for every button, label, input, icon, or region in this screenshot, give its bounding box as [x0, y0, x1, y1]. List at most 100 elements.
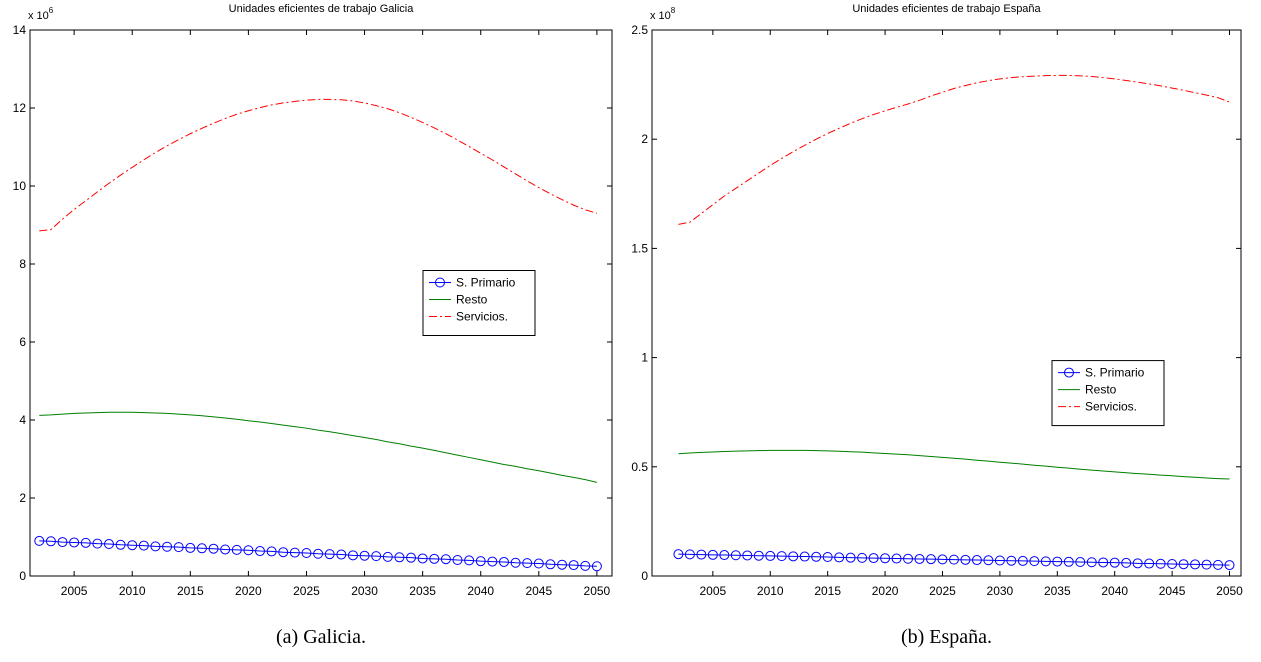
x-tick-label: 2025 — [293, 584, 320, 598]
series-marker — [799, 551, 810, 562]
series-marker — [788, 551, 799, 562]
series-marker — [926, 554, 936, 565]
series-marker — [914, 553, 925, 564]
x-tick-label: 2020 — [872, 584, 899, 598]
y-tick-label: 10 — [13, 179, 27, 193]
y-tick-label: 2 — [19, 491, 26, 505]
y-tick-label: 1 — [641, 351, 648, 365]
chart-title: Unidades eficientes de trabajo España — [852, 3, 1041, 15]
series-marker — [57, 537, 68, 548]
series-marker — [301, 547, 312, 558]
series-marker — [243, 545, 254, 556]
legend-label: Servicios. — [456, 310, 508, 324]
series-marker — [1052, 556, 1063, 567]
caption: (b) España. — [901, 626, 992, 648]
y-tick-label: 6 — [19, 335, 26, 349]
series-marker — [1017, 555, 1028, 566]
y-tick-label: 0 — [641, 569, 648, 583]
series-marker — [707, 549, 718, 560]
series-marker — [289, 547, 300, 558]
series-marker — [730, 550, 741, 561]
series-marker — [394, 552, 405, 563]
series-marker — [162, 541, 173, 552]
series-marker — [208, 543, 219, 554]
series-marker — [138, 540, 149, 551]
series-marker — [1075, 557, 1086, 568]
x-tick-label: 2015 — [814, 584, 841, 598]
series-marker — [673, 549, 684, 560]
series-marker — [903, 553, 914, 564]
series-marker — [960, 554, 971, 565]
series-marker — [371, 551, 382, 562]
series-marker — [475, 556, 486, 567]
series-marker — [557, 559, 568, 570]
series-marker — [266, 546, 277, 557]
series-marker — [150, 541, 161, 552]
series-marker — [753, 550, 764, 561]
series-marker — [34, 535, 45, 546]
y-tick-label: 2.5 — [631, 23, 648, 37]
chart: Unidades eficientes de trabajo España x 1… — [631, 3, 1243, 648]
series-marker — [359, 550, 370, 561]
x-tick-label: 2010 — [757, 584, 784, 598]
y-tick-label: 0.5 — [631, 460, 648, 474]
caption: (a) Galicia. — [276, 626, 366, 648]
series-marker — [127, 540, 138, 551]
series-marker — [1167, 558, 1178, 569]
legend-marker — [435, 277, 445, 288]
series-marker — [417, 553, 428, 564]
x-tick-label: 2010 — [119, 584, 146, 598]
scale-exponent: 6 — [49, 6, 54, 15]
series-marker — [580, 560, 591, 571]
series-marker — [313, 548, 324, 559]
series-marker — [1121, 557, 1132, 568]
y-tick-label: 2 — [641, 132, 648, 146]
series-marker — [880, 553, 891, 564]
series-marker — [231, 544, 242, 555]
series-marker — [406, 552, 417, 563]
series-marker — [69, 537, 80, 548]
legend-marker — [1064, 367, 1074, 378]
scale-base: x 10 — [28, 10, 49, 22]
x-tick-label: 2050 — [1216, 584, 1243, 598]
y-tick-label: 4 — [19, 413, 26, 427]
series-marker — [994, 555, 1005, 566]
series-marker — [45, 536, 56, 547]
y-tick-label: 1.5 — [631, 241, 648, 255]
x-tick-label: 2015 — [177, 584, 204, 598]
legend-label: Resto — [1085, 383, 1117, 397]
scale-label: x 106 — [28, 6, 54, 22]
legend: S. Primario Resto Servicios. — [422, 270, 536, 336]
chart-title: Unidades eficientes de trabajo Galicia — [229, 3, 415, 15]
series-marker — [185, 542, 196, 553]
chart: Unidades eficientes de trabajo Galicia x … — [13, 3, 613, 648]
y-tick-label: 8 — [19, 257, 26, 271]
series-marker — [464, 555, 475, 566]
series-marker — [498, 556, 509, 567]
scale-base: x 10 — [650, 10, 671, 22]
series-marker — [1190, 559, 1201, 570]
series-marker — [776, 551, 787, 562]
series-marker — [1178, 559, 1189, 570]
series-marker — [971, 555, 982, 566]
y-tick-label: 12 — [13, 101, 27, 115]
series-marker — [92, 538, 103, 549]
x-tick-label: 2030 — [351, 584, 378, 598]
series-marker — [1098, 557, 1109, 568]
series-marker — [382, 551, 393, 562]
series-line — [39, 411, 598, 483]
series-marker — [868, 553, 879, 564]
series-marker — [1086, 557, 1097, 568]
series-marker — [115, 539, 126, 550]
x-tick-label: 2050 — [584, 584, 611, 598]
series-marker — [568, 560, 579, 571]
series-marker — [255, 546, 266, 557]
series-marker — [845, 552, 856, 563]
series-line — [39, 540, 597, 567]
series-marker — [719, 550, 730, 561]
series-marker — [220, 544, 231, 555]
series-marker — [487, 556, 498, 567]
scale-label: x 108 — [650, 6, 676, 22]
